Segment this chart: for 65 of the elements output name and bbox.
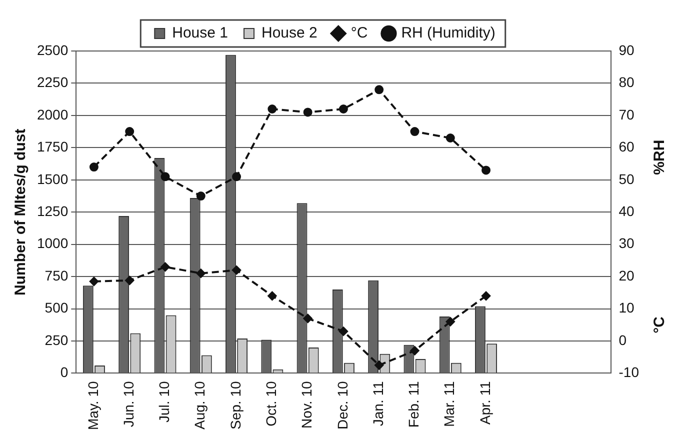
point [268,104,277,114]
point [446,134,455,143]
y2-tick-label: 20 [618,267,635,284]
y-axis-title: Number of MItes/g dust [12,128,30,296]
point [268,291,277,300]
y-tick-label: 2500 [36,42,68,58]
point [232,172,242,182]
x-tick-label: Dec. 10 [334,381,350,430]
legend-label: House 1 [172,24,228,42]
y-tick-label: 1250 [36,202,68,219]
y-tick-label: 1000 [36,235,68,252]
point [196,268,206,278]
y2-tick-label: 60 [618,138,635,155]
point [338,104,348,114]
point [374,360,384,370]
y2-tick-label: 70 [618,106,635,122]
x-tick-label: Oct. 10 [263,381,280,426]
y2-tick-label: 30 [618,235,635,252]
point [482,166,491,175]
point [89,162,98,172]
x-tick-label: Apr. 11 [476,381,493,425]
x-tick-label: Aug. 10 [192,381,208,430]
y2-tick-label: 50 [618,170,635,187]
x-tick-label: Jun. 10 [120,381,136,428]
point [160,172,170,182]
y-tick-label: 1750 [36,138,68,155]
x-tick-label: Nov. 10 [298,381,315,428]
point [374,85,384,94]
y2-tick-label: 10 [618,300,635,316]
y-tick-label: 500 [44,300,68,316]
point [89,276,98,286]
y2-tick-label: 80 [618,74,635,90]
y-tick-label: 2250 [36,74,68,90]
x-tick-label: Feb. 11 [406,381,422,428]
point [196,192,206,201]
point [125,276,134,285]
y-tick-label: 0 [60,364,68,380]
point [410,127,420,136]
point [338,326,348,336]
y-tick-label: 1500 [36,170,68,187]
point [303,314,312,323]
x-tick-label: May. 10 [84,381,101,430]
point [160,262,170,272]
x-tick-label: Sep. 10 [227,381,244,430]
y-tick-label: 2000 [36,106,68,122]
point [410,346,420,356]
point [303,108,312,117]
y2-axis-title: %RH [651,140,668,175]
y-tick-label: 750 [44,267,68,284]
point [232,266,242,275]
y2-tick-label: 40 [618,202,635,219]
legend-label: °C [350,24,368,42]
x-tick-label: Jan. 11 [370,381,386,426]
x-tick-label: Mar. 11 [441,381,458,427]
point [482,291,491,300]
point [125,127,134,136]
y2-tick-label: 90 [618,42,635,58]
x-tick-label: Jul. 10 [156,381,172,422]
point [446,317,455,326]
legend-label: House 2 [262,24,318,42]
legend-label: RH (Humidity) [401,24,496,42]
text: °C [651,316,668,334]
y-tick-label: 250 [44,332,68,348]
y2-tick-label: 0 [618,332,627,348]
y2-tick-label: -10 [618,364,640,380]
